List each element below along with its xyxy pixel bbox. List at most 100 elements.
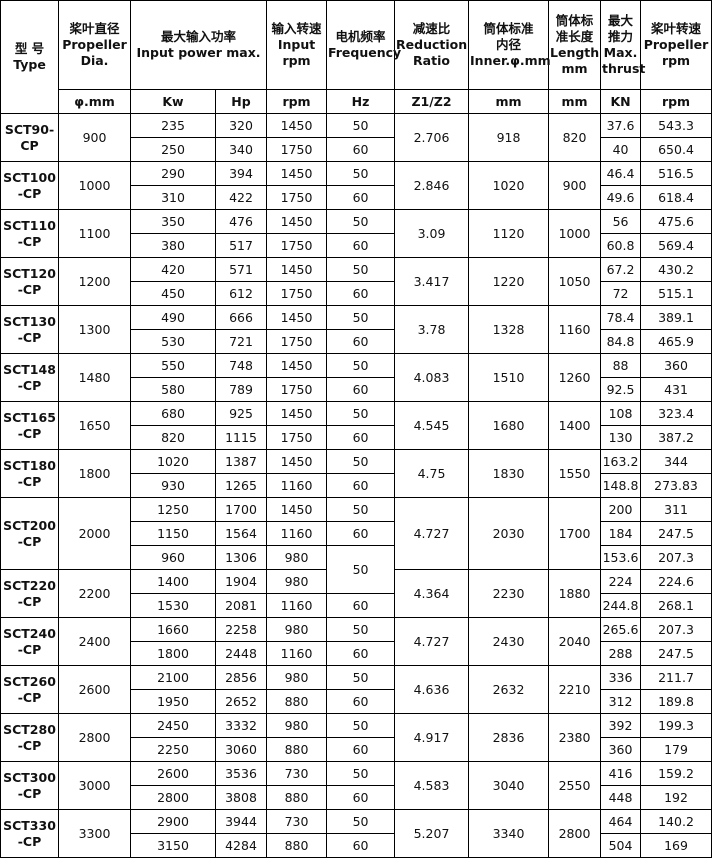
length-cell: 1700 xyxy=(548,497,602,570)
kw-cell: 1950 xyxy=(130,689,216,714)
hz-cell: 60 xyxy=(326,593,396,618)
hp-cell: 476 xyxy=(214,209,268,234)
ratio-cell: 3.78 xyxy=(394,305,470,354)
prop-rpm-cell: 475.6 xyxy=(640,209,712,234)
ratio-cell: 4.917 xyxy=(394,713,470,762)
thrust-cell: 67.2 xyxy=(600,257,642,282)
table-row: 930 1265 1160 60 148.8 273.83 xyxy=(1,473,712,498)
rpm-cell: 1160 xyxy=(266,593,328,618)
header-cell: 型 号 Type xyxy=(0,0,59,114)
unit-cell: Hp xyxy=(214,89,268,114)
dia-cell: 1800 xyxy=(58,449,131,498)
kw-cell: 290 xyxy=(130,161,216,186)
hz-cell: 50 xyxy=(326,665,396,690)
table-row: SCT110-CP 1100 350 476 1450 50 3.09 1120 1000 56 4… xyxy=(0,209,712,258)
dia-cell: 1480 xyxy=(58,353,131,402)
header-cell: 筒体标准长度 Length mm xyxy=(548,0,602,90)
hz-cell: 60 xyxy=(326,233,396,258)
table-row: SCT120-CP 1200 420 571 1450 50 3.417 1220 1050 67… xyxy=(0,257,712,306)
rpm-cell: 1160 xyxy=(266,473,328,498)
hp-cell: 2652 xyxy=(214,689,268,714)
kw-cell: 550 xyxy=(130,353,216,378)
hp-cell: 721 xyxy=(214,329,268,354)
ratio-cell: 4.545 xyxy=(394,401,470,450)
model-cell: SCT100-CP xyxy=(0,161,59,210)
hz-cell: 60 xyxy=(326,377,396,402)
rpm-cell: 1450 xyxy=(266,497,328,522)
prop-rpm-cell: 515.1 xyxy=(640,281,712,306)
unit-cell: φ.mm xyxy=(58,89,131,114)
hp-cell: 2856 xyxy=(214,665,268,690)
dia-cell: 2000 xyxy=(58,497,131,570)
hp-cell: 320 xyxy=(214,113,268,138)
prop-rpm-cell: 516.5 xyxy=(640,161,712,186)
table-row: SCT200-CP 2000 1250 1700 1450 50 4.727 2030 1700… xyxy=(0,497,712,570)
table-row: SCT100-CP 1000 290 394 1450 50 2.846 1020 900 46.… xyxy=(0,161,712,210)
kw-cell: 380 xyxy=(130,233,216,258)
header-cell: 桨叶转速 Propeller rpm xyxy=(640,0,712,90)
hz-cell: 50 xyxy=(326,209,396,234)
dia-cell: 2200 xyxy=(58,569,131,618)
kw-cell: 1150 xyxy=(130,521,216,546)
hz-cell: 60 xyxy=(326,281,396,306)
kw-cell: 1250 xyxy=(130,497,216,522)
thrust-cell: 448 xyxy=(600,785,642,810)
inner-cell: 2632 xyxy=(468,665,550,714)
thrust-cell: 60.8 xyxy=(600,233,642,258)
table-row: SCT330-CP 3300 2900 3944 730 50 5.207 3340 2800 4… xyxy=(0,809,712,858)
thrust-cell: 265.6 xyxy=(600,617,642,642)
kw-cell: 350 xyxy=(130,209,216,234)
thrust-cell: 88 xyxy=(600,353,642,378)
thrust-cell: 464 xyxy=(600,809,642,834)
inner-cell: 918 xyxy=(468,113,550,162)
kw-cell: 3150 xyxy=(130,833,216,858)
header-cell: 最大输入功率 Input power max. xyxy=(129,0,268,90)
hz-cell: 50 xyxy=(326,809,396,834)
thrust-cell: 244.8 xyxy=(600,593,642,618)
length-cell: 1050 xyxy=(548,257,602,306)
header-cell: 桨叶直径 Propeller Dia. xyxy=(58,0,131,90)
rpm-cell: 1750 xyxy=(266,233,328,258)
length-cell: 1400 xyxy=(548,401,602,450)
model-cell: SCT330-CP xyxy=(0,809,59,858)
hp-cell: 394 xyxy=(214,161,268,186)
length-cell: 1550 xyxy=(548,449,602,498)
hp-cell: 1564 xyxy=(214,521,268,546)
unit-cell: mm xyxy=(468,89,550,114)
hp-cell: 1306 xyxy=(214,545,268,570)
ratio-cell: 4.083 xyxy=(394,353,470,402)
table-row: 380 517 1750 60 60.8 569.4 xyxy=(1,233,712,258)
inner-cell: 2430 xyxy=(468,617,550,666)
kw-cell: 2250 xyxy=(130,737,216,762)
rpm-cell: 1750 xyxy=(266,425,328,450)
hp-cell: 517 xyxy=(214,233,268,258)
dia-cell: 2600 xyxy=(58,665,131,714)
hp-cell: 3944 xyxy=(214,809,268,834)
hp-cell: 3332 xyxy=(214,713,268,738)
hp-cell: 571 xyxy=(214,257,268,282)
ratio-cell: 5.207 xyxy=(394,809,470,858)
hp-cell: 3536 xyxy=(214,761,268,786)
rpm-cell: 1450 xyxy=(266,209,328,234)
thrust-cell: 163.2 xyxy=(600,449,642,474)
thrust-cell: 312 xyxy=(600,689,642,714)
rpm-cell: 880 xyxy=(266,785,328,810)
table-row: SCT260-CP 2600 2100 2856 980 50 4.636 2632 2210 3… xyxy=(0,665,712,714)
prop-rpm-cell: 430.2 xyxy=(640,257,712,282)
rpm-cell: 880 xyxy=(266,833,328,858)
ratio-cell: 4.364 xyxy=(394,569,470,618)
kw-cell: 930 xyxy=(130,473,216,498)
hz-cell: 60 xyxy=(326,425,396,450)
hp-cell: 1904 xyxy=(214,569,268,594)
kw-cell: 2100 xyxy=(130,665,216,690)
table-row: SCT220-CP 2200 1400 1904 980 4.364 2230 1880 224… xyxy=(0,569,712,618)
prop-rpm-cell: 247.5 xyxy=(640,641,712,666)
inner-cell: 1220 xyxy=(468,257,550,306)
hz-cell: 60 xyxy=(326,473,396,498)
inner-cell: 2030 xyxy=(468,497,550,570)
hp-cell: 422 xyxy=(214,185,268,210)
hz-cell: 50 xyxy=(326,401,396,426)
hz-cell: 50 xyxy=(326,761,396,786)
dia-cell: 3300 xyxy=(58,809,131,858)
